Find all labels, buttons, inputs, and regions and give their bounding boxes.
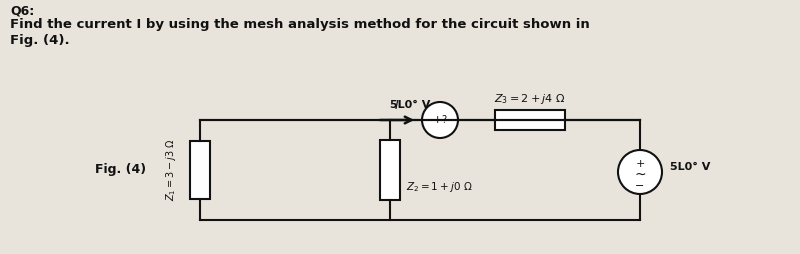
- Text: I: I: [395, 99, 399, 112]
- Bar: [190, 141, 210, 199]
- Text: Fig. (4).: Fig. (4).: [10, 34, 70, 47]
- Text: +: +: [432, 115, 442, 125]
- Circle shape: [422, 102, 458, 138]
- Text: $Z_3 = 2 + j4\ \Omega$: $Z_3 = 2 + j4\ \Omega$: [494, 92, 566, 106]
- Text: −: −: [635, 181, 645, 191]
- Text: 5L0° V: 5L0° V: [390, 100, 430, 110]
- Text: ~: ~: [634, 168, 646, 182]
- Text: +: +: [635, 159, 645, 169]
- Text: Q6:: Q6:: [10, 4, 34, 17]
- Bar: [495, 110, 565, 130]
- Text: $Z_2 = 1 + j0\ \Omega$: $Z_2 = 1 + j0\ \Omega$: [406, 180, 473, 194]
- Text: $Z_1 = 3 - j3\ \Omega$: $Z_1 = 3 - j3\ \Omega$: [164, 139, 178, 201]
- Bar: [380, 140, 400, 200]
- Text: ?: ?: [442, 115, 446, 125]
- Text: Find the current I by using the mesh analysis method for the circuit shown in: Find the current I by using the mesh ana…: [10, 18, 590, 31]
- Circle shape: [618, 150, 662, 194]
- Text: Fig. (4): Fig. (4): [95, 164, 146, 177]
- Text: 5L0° V: 5L0° V: [670, 162, 710, 172]
